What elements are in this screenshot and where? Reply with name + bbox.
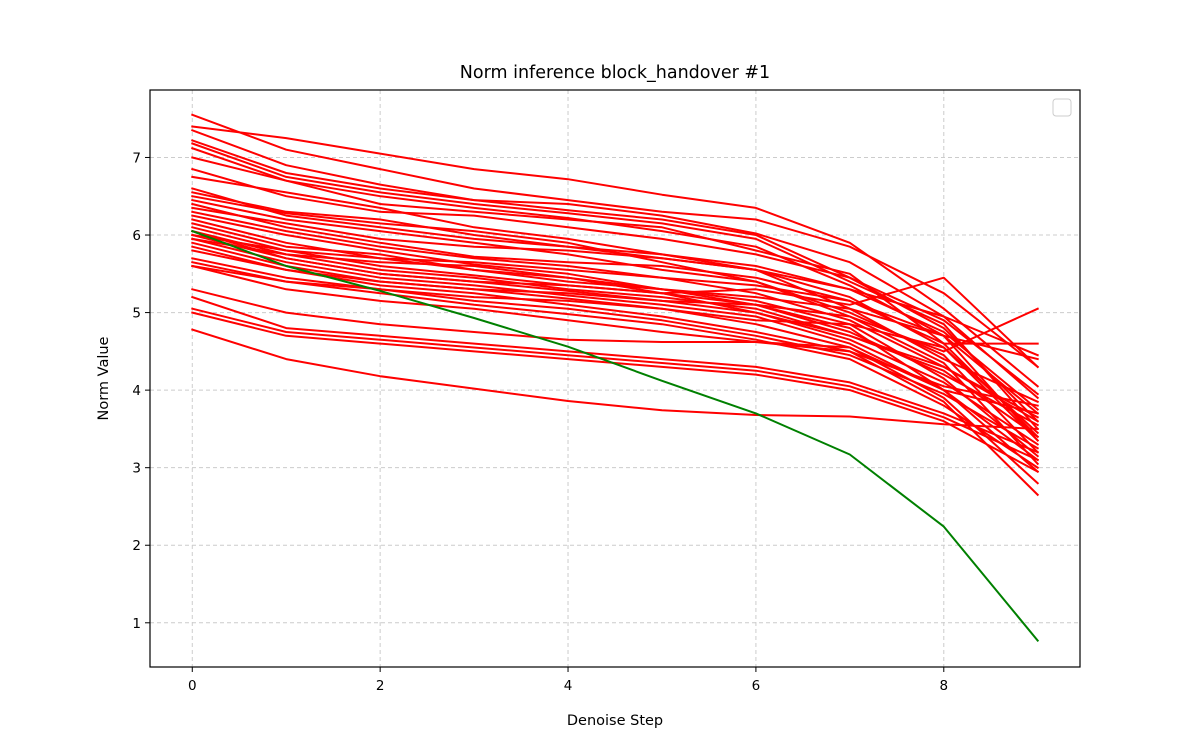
y-tick-label: 1 (132, 616, 141, 632)
series-line-red (191, 328, 1039, 430)
series-line-red (191, 202, 1039, 361)
x-tick-label: 4 (564, 678, 573, 694)
y-axis-label: Norm Value (96, 336, 112, 420)
x-tick-label: 6 (752, 678, 761, 694)
series-line-red (191, 261, 1040, 470)
series-line-red (191, 257, 1040, 450)
series-line-red (191, 210, 1040, 419)
series-line-red (191, 156, 1040, 439)
y-tick-label: 7 (132, 150, 141, 166)
series-line-red (191, 167, 1040, 396)
y-tick-label: 6 (132, 228, 141, 244)
series-line-red (191, 129, 1040, 400)
series-line-red (191, 191, 1040, 357)
y-tick-label: 2 (132, 538, 141, 554)
chart-title: Norm inference block_handover #1 (460, 63, 770, 83)
series-line-red (191, 288, 1039, 415)
series-line-red (191, 295, 1040, 454)
series-layer (191, 113, 1040, 643)
y-tick-label: 4 (132, 383, 141, 399)
series-line-green (191, 229, 1040, 643)
series-line-red (191, 229, 1040, 369)
series-line-red (191, 229, 1040, 439)
series-line-red (191, 237, 1040, 462)
series-line-red (191, 264, 1040, 442)
series-line-red (191, 206, 1040, 411)
series-line-red (191, 241, 1040, 485)
series-line-red (191, 237, 1040, 404)
x-tick-label: 8 (939, 678, 948, 694)
series-line-red (191, 113, 1040, 369)
series-line-red (191, 233, 1039, 345)
plot-frame (149, 89, 1081, 668)
y-tick-label: 5 (132, 306, 141, 322)
series-line-red (191, 198, 1040, 466)
x-tick-label: 2 (376, 678, 385, 694)
legend-box (1052, 98, 1072, 117)
axis-ticks: 0 2 4 6 8 1 2 3 4 5 6 7 (132, 150, 948, 694)
y-tick-label: 3 (132, 461, 141, 477)
x-tick-label: 0 (188, 678, 197, 694)
series-line-red (191, 307, 1040, 462)
series-line-red (191, 125, 1040, 388)
x-axis-label: Denoise Step (567, 713, 663, 729)
